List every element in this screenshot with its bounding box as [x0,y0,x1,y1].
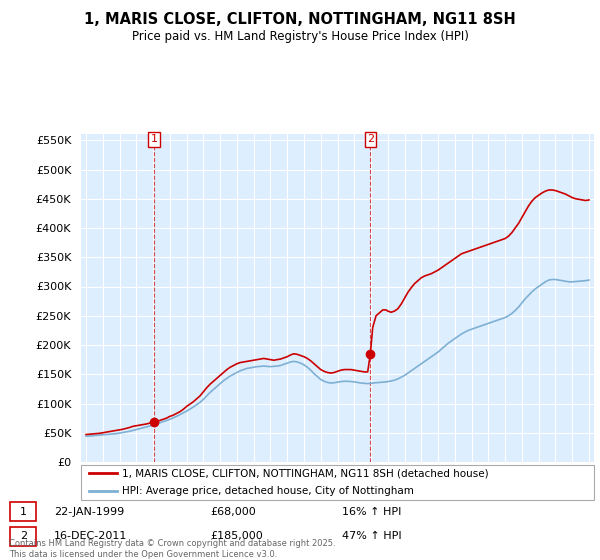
Text: Price paid vs. HM Land Registry's House Price Index (HPI): Price paid vs. HM Land Registry's House … [131,30,469,43]
Text: 2: 2 [20,531,27,542]
Text: £185,000: £185,000 [210,531,263,542]
Text: 1: 1 [20,507,27,517]
Text: HPI: Average price, detached house, City of Nottingham: HPI: Average price, detached house, City… [122,486,414,496]
Text: 16-DEC-2011: 16-DEC-2011 [54,531,127,542]
Text: 47% ↑ HPI: 47% ↑ HPI [342,531,401,542]
Text: £68,000: £68,000 [210,507,256,517]
Text: 1, MARIS CLOSE, CLIFTON, NOTTINGHAM, NG11 8SH: 1, MARIS CLOSE, CLIFTON, NOTTINGHAM, NG1… [84,12,516,27]
Bar [10,502,37,521]
Text: 1: 1 [151,134,158,144]
Text: Contains HM Land Registry data © Crown copyright and database right 2025.
This d: Contains HM Land Registry data © Crown c… [9,539,335,559]
Text: 22-JAN-1999: 22-JAN-1999 [54,507,124,517]
Bar [10,527,37,546]
Text: 1, MARIS CLOSE, CLIFTON, NOTTINGHAM, NG11 8SH (detached house): 1, MARIS CLOSE, CLIFTON, NOTTINGHAM, NG1… [122,469,488,478]
Text: 16% ↑ HPI: 16% ↑ HPI [342,507,401,517]
Text: 2: 2 [367,134,374,144]
